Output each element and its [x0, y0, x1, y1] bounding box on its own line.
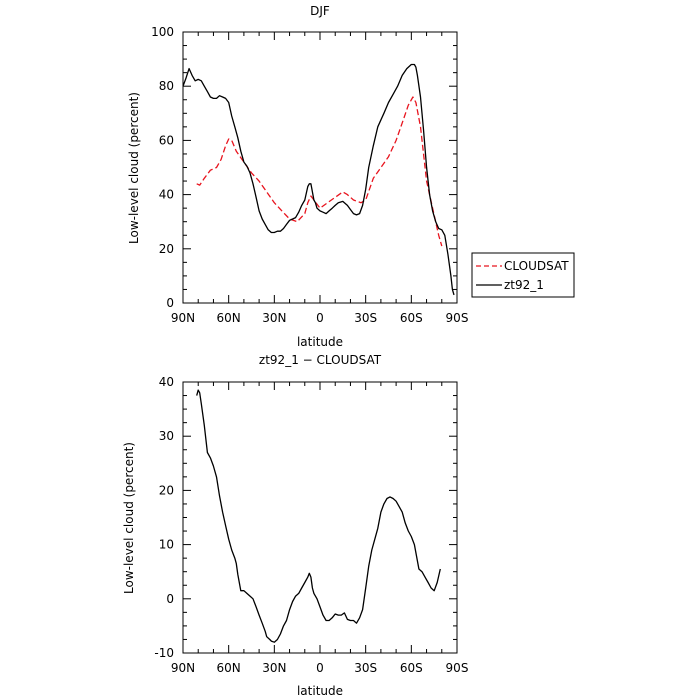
difference-chart: zt92_1 − CLOUDSAT 90N 60N 30N 0 30S 60S 90S -10… — [122, 353, 468, 698]
y-axis-title: Low-level cloud (percent) — [127, 92, 141, 244]
x-tick-label: 60N — [217, 311, 241, 325]
x-tick-label: 30S — [354, 311, 377, 325]
x-tick-label: 60S — [400, 661, 423, 675]
djf-chart: DJF 90N 60N 30N 0 30S 60S 90S 0 20 40 60 80 100 lati… — [127, 4, 575, 349]
x-axis-title: latitude — [297, 684, 343, 698]
y-tick-label: 20 — [159, 483, 174, 497]
x-tick-label: 0 — [316, 311, 324, 325]
legend: CLOUDSAT zt92_1 — [471, 252, 575, 298]
y-tick-label: 80 — [159, 79, 174, 93]
y-tick-label: 0 — [166, 592, 174, 606]
y-tick-label: 30 — [159, 429, 174, 443]
x-tick-label: 90S — [446, 661, 469, 675]
x-tick-label: 30S — [354, 661, 377, 675]
legend-label-zt92: zt92_1 — [504, 278, 544, 292]
x-tick-label: 60S — [400, 311, 423, 325]
y-tick-label: 100 — [151, 25, 174, 39]
x-tick-label: 30N — [262, 311, 286, 325]
x-tick-label: 60N — [217, 661, 241, 675]
y-tick-label: 40 — [159, 375, 174, 389]
x-tick-label: 90S — [446, 311, 469, 325]
chart-title: zt92_1 − CLOUDSAT — [259, 353, 382, 367]
y-tick-label: 0 — [166, 296, 174, 310]
y-tick-label: 60 — [159, 133, 174, 147]
y-tick-label: 10 — [159, 538, 174, 552]
series-line-difference — [196, 389, 441, 643]
y-axis-title: Low-level cloud (percent) — [122, 442, 136, 594]
chart-title: DJF — [310, 4, 330, 18]
series-line-cloudsat — [196, 96, 443, 247]
series-line-zt92-1 — [182, 63, 455, 296]
x-tick-label: 90N — [171, 661, 195, 675]
y-tick-label: -10 — [154, 646, 174, 660]
y-tick-label: 20 — [159, 242, 174, 256]
x-axis-title: latitude — [297, 335, 343, 349]
y-tick-label: 40 — [159, 188, 174, 202]
legend-box — [471, 252, 575, 298]
x-tick-label: 90N — [171, 311, 195, 325]
plot-frame — [182, 31, 458, 304]
x-tick-label: 0 — [316, 661, 324, 675]
legend-label-cloudsat: CLOUDSAT — [504, 259, 569, 273]
x-tick-label: 30N — [262, 661, 286, 675]
